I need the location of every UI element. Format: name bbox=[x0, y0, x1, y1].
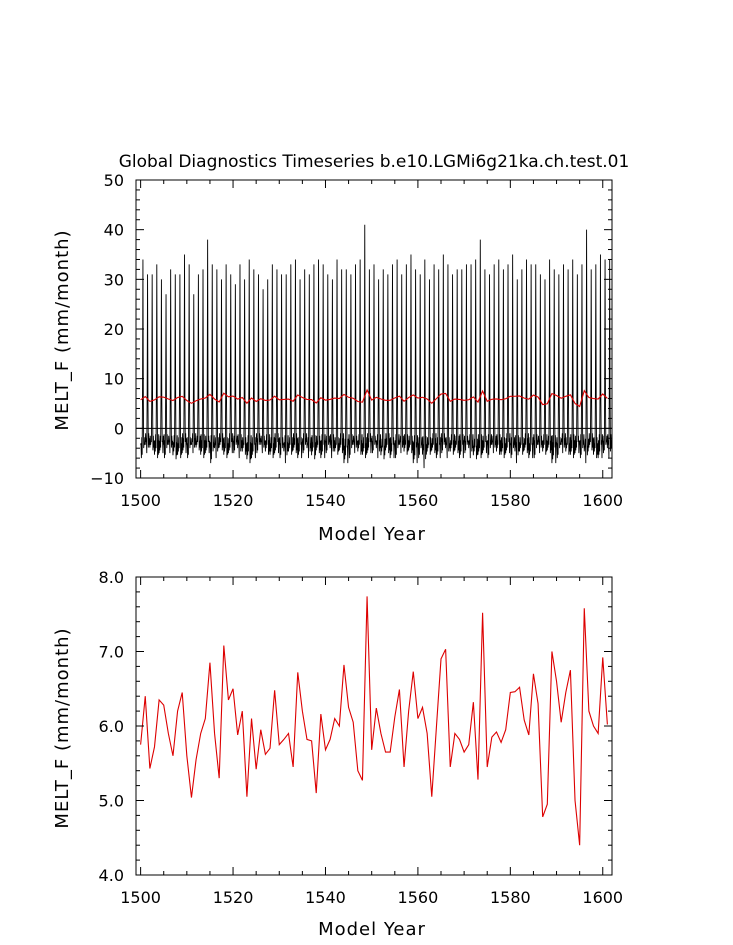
y-tick-label: 40 bbox=[104, 221, 124, 240]
x-tick-label: 1560 bbox=[398, 491, 439, 510]
y-tick-label: 10 bbox=[104, 370, 124, 389]
x-tick-label: 1600 bbox=[582, 491, 623, 510]
y-tick-label: 0 bbox=[114, 419, 124, 438]
x-tick-label: 1540 bbox=[305, 888, 346, 907]
top-x-axis-title: Model Year bbox=[318, 524, 426, 545]
bottom-y-axis-title: MELT_F (mm/month) bbox=[52, 627, 73, 828]
annual-mean-line bbox=[140, 596, 608, 846]
y-tick-label: 50 bbox=[104, 171, 124, 190]
monthly-series-line bbox=[140, 224, 612, 469]
y-tick-label: 5.0 bbox=[99, 792, 124, 811]
bottom-x-axis-title: Model Year bbox=[318, 919, 426, 940]
bottom-axes-group: 1500 1520 1540 1560 1580 1600 4.0 5.0 6.0 7.0 8.0 bbox=[99, 568, 624, 907]
plot-area bbox=[136, 224, 612, 469]
y-tick-label: 20 bbox=[104, 320, 124, 339]
y-tick-label: 8.0 bbox=[99, 568, 124, 587]
annual-mean-line bbox=[140, 388, 608, 408]
x-tick-label: 1580 bbox=[490, 888, 531, 907]
x-tick-label: 1580 bbox=[490, 491, 531, 510]
x-tick-label: 1540 bbox=[305, 491, 346, 510]
y-tick-label: −10 bbox=[90, 469, 124, 488]
x-tick-label: 1560 bbox=[398, 888, 439, 907]
top-y-axis-title: MELT_F (mm/month) bbox=[52, 229, 73, 430]
x-tick-label: 1600 bbox=[582, 888, 623, 907]
top-axes-group: 1500 1520 1540 1560 1580 1600 −10 0 10 20 30 40 50 bbox=[90, 171, 623, 510]
x-tick-label: 1500 bbox=[120, 491, 161, 510]
y-tick-label: 6.0 bbox=[99, 717, 124, 736]
x-tick-label: 1500 bbox=[120, 888, 161, 907]
y-tick-label: 7.0 bbox=[99, 643, 124, 662]
top-chart-panel: Global Diagnostics Timeseries b.e10.LGMi… bbox=[52, 152, 629, 545]
top-series-group bbox=[136, 224, 612, 469]
x-tick-label: 1520 bbox=[213, 491, 254, 510]
y-tick-label: 30 bbox=[104, 270, 124, 289]
y-tick-label: 4.0 bbox=[99, 866, 124, 885]
chart-title: Global Diagnostics Timeseries b.e10.LGMi… bbox=[119, 152, 630, 172]
bottom-series-group bbox=[140, 596, 608, 846]
x-tick-label: 1520 bbox=[213, 888, 254, 907]
plot-area bbox=[140, 596, 608, 846]
bottom-chart-panel: 1500 1520 1540 1560 1580 16004.05.06.07.08.0 … bbox=[52, 568, 623, 940]
